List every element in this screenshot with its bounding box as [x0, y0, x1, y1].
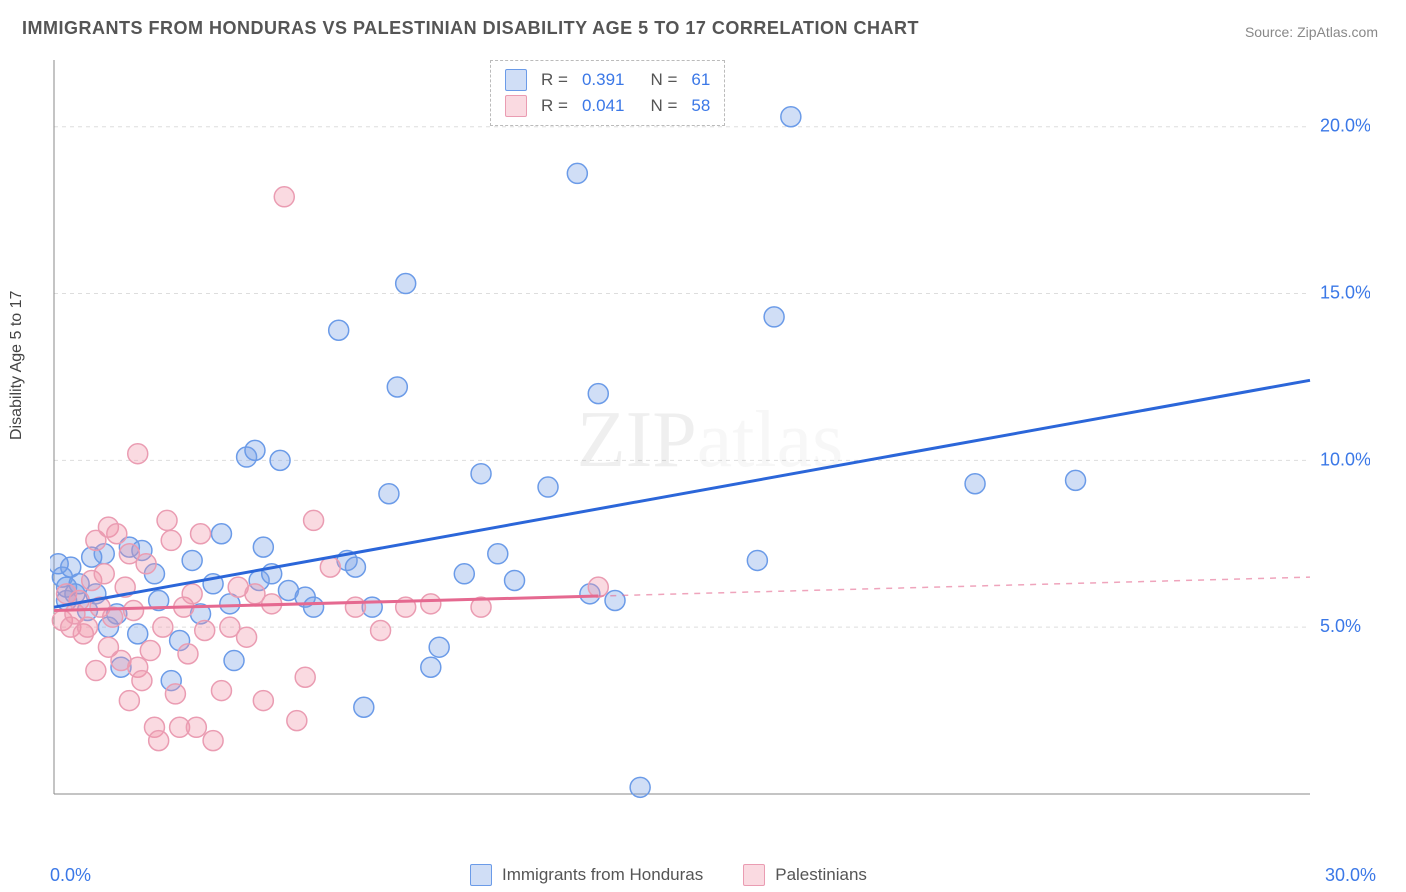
chart-title: IMMIGRANTS FROM HONDURAS VS PALESTINIAN … [22, 18, 919, 39]
legend-stats-row-1: R = 0.391 N = 61 [505, 67, 710, 93]
stat-label-n: N = [650, 93, 677, 119]
legend-swatch-bottom-2 [743, 864, 765, 886]
legend-swatch-2 [505, 95, 527, 117]
x-axis-label-max: 30.0% [1325, 865, 1376, 886]
stat-value-n1: 61 [691, 67, 710, 93]
legend-stats-box: R = 0.391 N = 61 R = 0.041 N = 58 [490, 60, 725, 126]
svg-text:20.0%: 20.0% [1320, 116, 1370, 136]
legend-label-2: Palestinians [775, 865, 867, 885]
source-credit: Source: ZipAtlas.com [1245, 24, 1378, 40]
legend-label-1: Immigrants from Honduras [502, 865, 703, 885]
legend-bottom: Immigrants from Honduras Palestinians [470, 864, 867, 886]
stat-label-r: R = [541, 67, 568, 93]
legend-item-2: Palestinians [743, 864, 867, 886]
legend-item-1: Immigrants from Honduras [470, 864, 703, 886]
stat-label-n: N = [650, 67, 677, 93]
legend-swatch-bottom-1 [470, 864, 492, 886]
legend-swatch-1 [505, 69, 527, 91]
x-axis-label-min: 0.0% [50, 865, 91, 886]
stat-value-r2: 0.041 [582, 93, 625, 119]
y-axis-label: Disability Age 5 to 17 [8, 291, 26, 440]
stat-value-r1: 0.391 [582, 67, 625, 93]
svg-text:10.0%: 10.0% [1320, 449, 1370, 469]
svg-text:5.0%: 5.0% [1320, 616, 1361, 636]
chart-area: ZIPatlas 5.0%10.0%15.0%20.0% [50, 60, 1370, 830]
legend-stats-row-2: R = 0.041 N = 58 [505, 93, 710, 119]
scatter-plot-svg: 5.0% 10.0% 15.0% 20.0% [50, 60, 1370, 830]
stat-label-r: R = [541, 93, 568, 119]
svg-text:15.0%: 15.0% [1320, 283, 1370, 303]
stat-value-n2: 58 [691, 93, 710, 119]
